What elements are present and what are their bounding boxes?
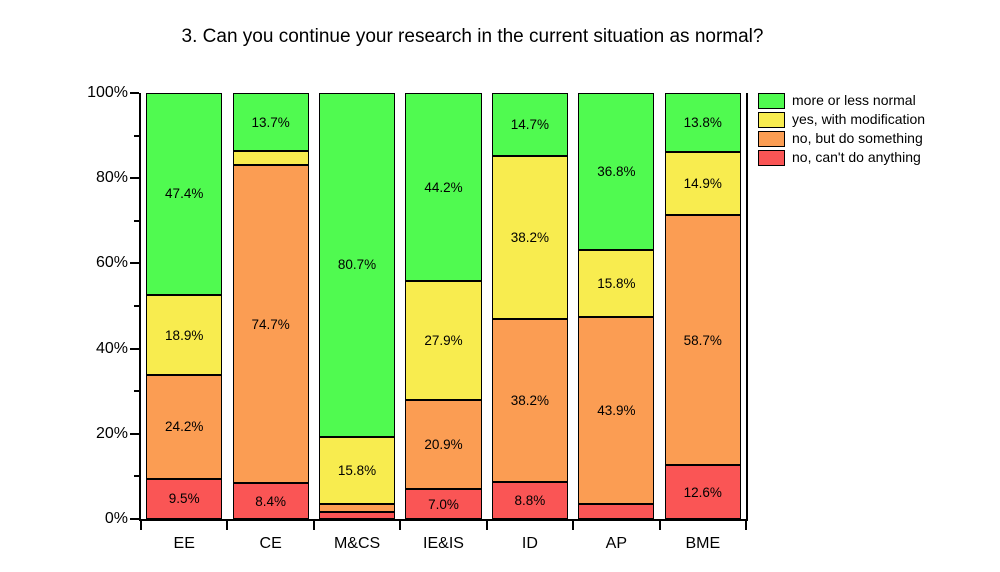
legend-item-more-or-less-normal: more or less normal xyxy=(758,92,925,109)
chart-title: 3. Can you continue your research in the… xyxy=(181,26,764,47)
bar-segment-no-but-do-something-AP: 43.9% xyxy=(578,317,655,505)
bar-segment-label: 80.7% xyxy=(337,257,377,273)
bar-segment-label: 47.4% xyxy=(165,186,204,202)
legend-swatch-no-cant-do-anything xyxy=(758,149,785,166)
y-major-tick xyxy=(130,92,139,94)
bar-segment-label: 20.9% xyxy=(424,437,463,453)
x-category-label-EE: EE xyxy=(173,535,195,552)
y-tick-label: 40% xyxy=(95,339,128,357)
y-tick-label: 80% xyxy=(95,169,128,187)
bar-segment-more-or-less-normal-CE: 13.7% xyxy=(232,93,309,152)
bar-segment-no-but-do-something-EE: 24.2% xyxy=(146,375,223,479)
x-tick xyxy=(312,519,315,530)
bar-segment-label: 8.8% xyxy=(514,492,546,508)
bar-segment-yes-with-modification-BME: 14.9% xyxy=(664,151,741,216)
bar-segment-no-cant-do-anything-ID: 8.8% xyxy=(491,481,568,519)
y-major-tick xyxy=(130,432,139,435)
bar-segment-yes-with-modification-ID: 38.2% xyxy=(491,156,568,319)
legend-label: yes, with modification xyxy=(792,111,926,127)
bar-segment-no-but-do-something-ID: 38.2% xyxy=(491,318,568,482)
bar-segment-label: 15.8% xyxy=(597,275,636,291)
y-minor-tick xyxy=(134,475,139,478)
legend-label: no, but do something xyxy=(792,130,923,146)
bar-segment-more-or-less-normal-EE: 47.4% xyxy=(146,93,223,295)
bar-segment-label: 38.2% xyxy=(510,392,550,408)
bar-segment-label: 14.9% xyxy=(683,176,722,192)
y-minor-tick xyxy=(134,219,139,222)
y-major-tick xyxy=(130,262,139,265)
legend-swatch-no-but-do-something xyxy=(758,130,785,147)
bar-segment-more-or-less-normal-M&CS: 80.7% xyxy=(319,93,396,437)
bar-segment-no-cant-do-anything-IE&IS: 7.0% xyxy=(405,489,482,519)
bar-segment-no-but-do-something-IE&IS: 20.9% xyxy=(405,400,482,490)
y-major-tick xyxy=(130,518,139,520)
y-tick-label: 0% xyxy=(104,510,128,527)
bar-segment-no-cant-do-anything-BME: 12.6% xyxy=(664,465,741,519)
y-minor-tick xyxy=(134,390,139,393)
bar-segment-label: 43.9% xyxy=(597,403,636,419)
bar-segment-label: 14.7% xyxy=(510,117,550,133)
bar-segment-label: 13.7% xyxy=(251,114,290,130)
bar-segment-no-but-do-something-CE: 74.7% xyxy=(232,165,309,484)
x-tick xyxy=(572,519,575,530)
x-category-label-IE&IS: IE&IS xyxy=(423,535,464,552)
bar-segment-no-but-do-something-M&CS xyxy=(319,504,396,512)
bar-segment-label: 36.8% xyxy=(597,163,636,179)
bar-segment-no-cant-do-anything-M&CS xyxy=(319,511,396,519)
bar-segment-label: 44.2% xyxy=(424,179,463,195)
y-minor-tick xyxy=(134,305,139,307)
bar-segment-label: 24.2% xyxy=(165,419,204,435)
x-tick xyxy=(485,519,488,530)
bar-segment-label: 15.8% xyxy=(337,462,377,478)
bar-segment-yes-with-modification-AP: 15.8% xyxy=(578,249,655,318)
y-tick-label: 20% xyxy=(95,424,128,442)
y-major-tick xyxy=(130,347,139,350)
x-category-label-ID: ID xyxy=(521,535,538,552)
y-tick-label: 100% xyxy=(87,84,128,101)
bar-segment-label: 27.9% xyxy=(424,333,463,349)
x-tick xyxy=(745,519,747,530)
legend-label: more or less normal xyxy=(792,92,916,108)
bar-segment-label: 58.7% xyxy=(683,332,722,348)
bar-segment-more-or-less-normal-ID: 14.7% xyxy=(491,93,568,157)
x-category-label-BME: BME xyxy=(685,535,721,552)
bar-segment-label: 8.4% xyxy=(255,493,287,509)
y-tick-label: 60% xyxy=(95,254,128,272)
legend-swatch-yes-with-modification xyxy=(758,111,785,128)
x-category-label-M&CS: M&CS xyxy=(333,535,381,552)
bar-segment-yes-with-modification-IE&IS: 27.9% xyxy=(405,281,482,401)
bar-segment-label: 74.7% xyxy=(251,316,290,332)
x-tick xyxy=(140,519,142,530)
bar-segment-label: 7.0% xyxy=(428,496,459,512)
bar-segment-more-or-less-normal-BME: 13.8% xyxy=(664,93,741,152)
legend-item-yes-with-modification: yes, with modification xyxy=(758,111,925,128)
legend: more or less normal yes, with modificatio… xyxy=(758,92,925,168)
y-minor-tick xyxy=(134,134,139,137)
bar-segment-label: 18.9% xyxy=(165,327,204,343)
x-category-label-AP: AP xyxy=(605,535,628,552)
bar-segment-label: 38.2% xyxy=(510,229,550,245)
legend-swatch-more-or-less-normal xyxy=(758,92,785,109)
bar-segment-yes-with-modification-M&CS: 15.8% xyxy=(319,436,396,505)
x-tick xyxy=(658,519,661,530)
legend-label: no, can't do anything xyxy=(792,149,921,165)
x-tick xyxy=(226,519,229,530)
bar-segment-more-or-less-normal-AP: 36.8% xyxy=(578,93,655,250)
plot-area: 9.5% 24.2% 18.9% 47.4% 8.4% 74.7% 13.7% 15.8% 80… xyxy=(139,93,748,521)
bar-segment-yes-with-modification-CE xyxy=(232,151,309,165)
x-category-label-CE: CE xyxy=(259,535,282,552)
bar-segment-label: 13.8% xyxy=(683,114,722,130)
bar-segment-no-cant-do-anything-AP xyxy=(578,504,655,519)
bar-segment-label: 9.5% xyxy=(168,491,200,507)
bar-segment-more-or-less-normal-IE&IS: 44.2% xyxy=(405,93,482,282)
x-tick xyxy=(399,519,402,530)
legend-item-no-cant-do-anything: no, can't do anything xyxy=(758,149,925,166)
bar-segment-label: 12.6% xyxy=(683,484,722,500)
bar-segment-yes-with-modification-EE: 18.9% xyxy=(146,294,223,376)
y-major-tick xyxy=(130,177,139,180)
bar-segment-no-but-do-something-BME: 58.7% xyxy=(664,215,741,466)
bar-segment-no-cant-do-anything-CE: 8.4% xyxy=(232,483,309,519)
bar-segment-no-cant-do-anything-EE: 9.5% xyxy=(146,478,223,519)
legend-item-no-but-do-something: no, but do something xyxy=(758,130,925,147)
